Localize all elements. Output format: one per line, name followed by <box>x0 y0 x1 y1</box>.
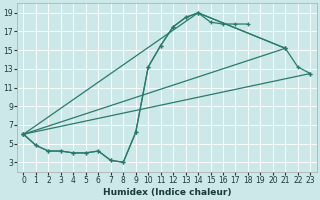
X-axis label: Humidex (Indice chaleur): Humidex (Indice chaleur) <box>103 188 231 197</box>
